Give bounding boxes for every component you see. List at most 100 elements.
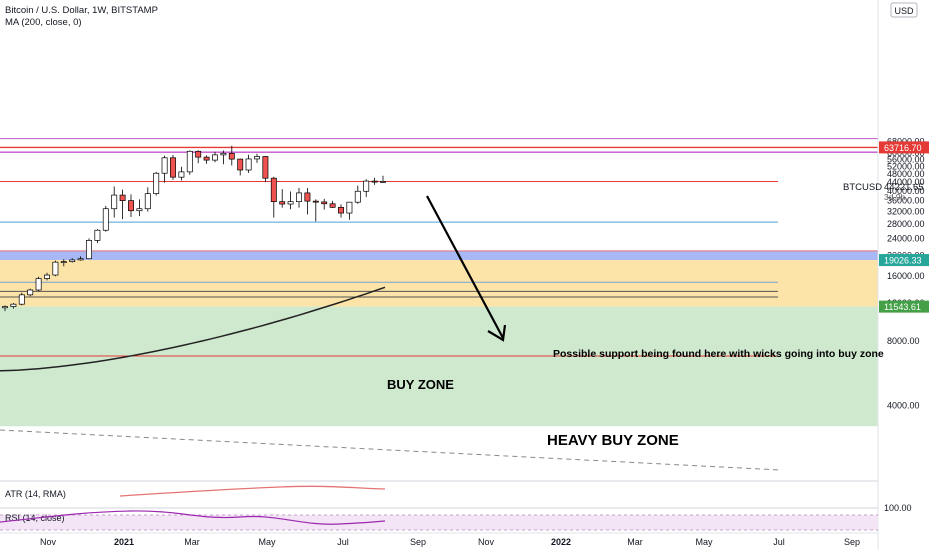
candle-body-down [262, 156, 269, 179]
buy-zone-area [0, 260, 878, 307]
candle[interactable] [329, 200, 336, 208]
candle[interactable] [186, 150, 193, 175]
rsi-line [0, 510, 386, 525]
price-tick-label: 4000.00 [887, 400, 920, 410]
candle[interactable] [161, 155, 168, 183]
candle-body-up [86, 240, 92, 260]
price-tick-label: 28000.00 [887, 219, 925, 229]
candle[interactable] [44, 272, 50, 281]
candlestick-series [2, 145, 386, 312]
projection-arrow[interactable] [426, 195, 504, 339]
candle-body-up [18, 294, 25, 305]
candle-body-up [346, 201, 353, 214]
candle-body-up [220, 152, 227, 156]
time-tick-label: 2021 [114, 537, 134, 547]
candle[interactable] [363, 179, 370, 198]
projection-arrow-head [487, 324, 507, 342]
candle-body-down [119, 194, 126, 201]
support-annotation: Possible support being found here with w… [553, 348, 884, 360]
candle-body-up [186, 150, 193, 173]
candle[interactable] [35, 276, 42, 292]
bar-countdown: 3d 9h [884, 192, 906, 202]
price-tag-box [879, 300, 929, 313]
candle-body-down [270, 177, 277, 203]
candle[interactable] [220, 150, 227, 165]
candle-body-up [245, 158, 252, 171]
candle[interactable] [102, 205, 109, 232]
candle-body-up [354, 190, 361, 203]
candle[interactable] [245, 154, 252, 173]
symbol-label: BTCUSD [843, 182, 882, 193]
candle[interactable] [86, 238, 92, 260]
candle[interactable] [212, 151, 218, 163]
candle[interactable] [10, 303, 17, 309]
time-axis[interactable]: Nov 2021 Mar May Jul Sep Nov 2022 Mar May Jul Sep [40, 537, 860, 547]
candle[interactable] [119, 189, 126, 220]
price-tick-label: 56000.00 [887, 154, 925, 164]
ma-indicator-label[interactable]: MA (200, close, 0) [5, 17, 82, 28]
candle-body-up [144, 193, 151, 210]
candle[interactable] [2, 305, 8, 312]
candle[interactable] [371, 177, 378, 185]
candle[interactable] [270, 176, 277, 218]
currency-button-label[interactable]: USD [894, 6, 914, 16]
candle-body-down [279, 201, 286, 205]
candle[interactable] [237, 158, 244, 176]
candle-body-up [69, 259, 76, 263]
price-tick-label: 44000.00 [887, 177, 925, 187]
candle-body-up [102, 208, 109, 231]
candle[interactable] [354, 185, 361, 204]
candle[interactable] [128, 194, 134, 217]
time-tick-label: May [258, 537, 276, 547]
candle-body-down [304, 192, 311, 202]
candle-body-up [363, 180, 370, 192]
candle-body-down [195, 150, 202, 158]
candle[interactable] [170, 154, 176, 180]
price-tag-label: 19026.33 [884, 256, 922, 266]
candle[interactable] [111, 186, 118, 218]
atr-label[interactable]: ATR (14, RMA) [5, 489, 66, 499]
currency-button[interactable] [890, 2, 918, 18]
candle[interactable] [144, 187, 151, 212]
candle-body-down [321, 201, 328, 205]
price-tag-box [879, 254, 929, 267]
dashed-trend-line[interactable] [0, 429, 781, 471]
candle-body-up [77, 258, 84, 261]
candle-body-down [170, 157, 176, 178]
candle-body-up [10, 303, 17, 307]
candle[interactable] [18, 292, 25, 306]
candle[interactable] [254, 153, 260, 163]
candle[interactable] [60, 259, 67, 267]
price-tick-label: 68000.00 [887, 136, 925, 146]
candle[interactable] [304, 188, 311, 215]
candle[interactable] [228, 145, 235, 166]
candle[interactable] [346, 201, 353, 220]
candle[interactable] [287, 191, 294, 210]
candle[interactable] [380, 175, 386, 183]
candle[interactable] [178, 166, 185, 181]
candle[interactable] [94, 229, 101, 244]
candle[interactable] [296, 187, 302, 208]
candle[interactable] [77, 256, 84, 261]
candle[interactable] [136, 199, 143, 217]
candle[interactable] [279, 189, 286, 208]
candle[interactable] [195, 150, 202, 164]
candle[interactable] [321, 198, 328, 210]
time-tick-label: Mar [184, 537, 200, 547]
candle[interactable] [203, 155, 210, 164]
price-axis[interactable]: 68000.0064000.0060000.0056000.0052000.00… [887, 136, 925, 410]
candle[interactable] [69, 258, 76, 263]
candle-body-down [371, 180, 378, 183]
candle[interactable] [312, 199, 319, 222]
candle-body-down [312, 200, 319, 203]
ma-200-line [0, 286, 386, 372]
candle-body-up [296, 192, 302, 203]
price-tick-label: 36000.00 [887, 196, 925, 206]
candle[interactable] [27, 288, 34, 297]
candle[interactable] [338, 204, 344, 218]
candle[interactable] [262, 156, 269, 183]
candle[interactable] [52, 260, 59, 277]
candle[interactable] [153, 171, 160, 196]
time-tick-label: Mar [627, 537, 643, 547]
